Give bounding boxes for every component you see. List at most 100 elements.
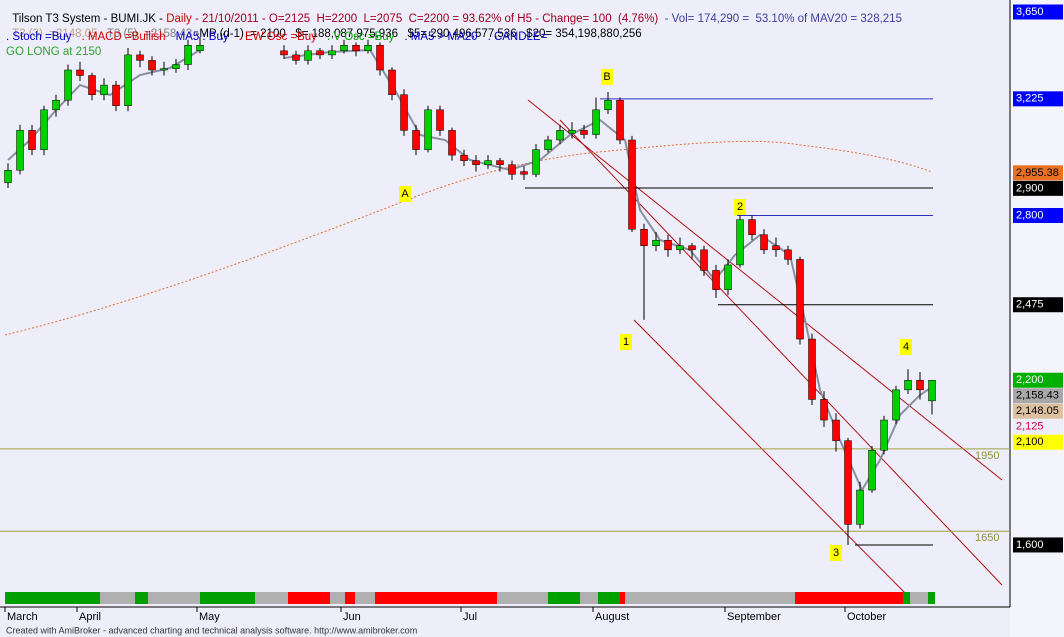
candle-body bbox=[880, 419, 888, 451]
x-tick-label: August bbox=[595, 611, 629, 623]
price-label: 2,148.05 bbox=[1016, 405, 1059, 417]
candle-body bbox=[496, 160, 504, 165]
candle-body bbox=[736, 219, 744, 266]
signal: MA5 : Buy bbox=[175, 31, 229, 43]
price-label-box bbox=[1013, 537, 1063, 553]
x-tick-label: Jul bbox=[463, 611, 477, 623]
price-label: 2,900 bbox=[1016, 182, 1044, 194]
candle-body bbox=[52, 99, 60, 111]
wave-label: B bbox=[603, 71, 610, 83]
candle-body bbox=[400, 94, 408, 131]
candle-body bbox=[928, 379, 936, 402]
x-tick-label: October bbox=[847, 611, 886, 623]
candle-body bbox=[808, 338, 816, 400]
signal: . MA5 > MA20 bbox=[404, 31, 478, 43]
candle-body bbox=[148, 60, 156, 71]
candle-body bbox=[292, 54, 300, 61]
candle-body bbox=[820, 399, 828, 421]
candle-body bbox=[580, 130, 588, 135]
candle-body bbox=[760, 234, 768, 251]
candle-body bbox=[304, 50, 312, 61]
channel-line bbox=[633, 319, 913, 601]
candle-body bbox=[544, 139, 552, 150]
candle-body bbox=[904, 379, 912, 391]
wave-label: 4 bbox=[903, 341, 909, 353]
wave-box bbox=[900, 339, 912, 355]
t3-3: T3 (3) =2148.05 bbox=[12, 28, 98, 40]
candle-body bbox=[64, 69, 72, 101]
wave-box bbox=[830, 545, 842, 561]
candle-body bbox=[328, 50, 336, 56]
candle-body bbox=[832, 419, 840, 441]
candle-body bbox=[652, 239, 660, 246]
candle-body bbox=[640, 228, 648, 246]
candle-body bbox=[316, 50, 324, 56]
candle-body bbox=[916, 379, 924, 391]
price-label: 2,158.43 bbox=[1016, 390, 1059, 402]
signal-strip bbox=[5, 592, 935, 604]
candle-body bbox=[184, 45, 192, 65]
price-label: 3,225 bbox=[1016, 93, 1044, 105]
wave-box bbox=[620, 334, 632, 350]
channel-line bbox=[527, 99, 1003, 481]
candle-body bbox=[484, 160, 492, 165]
candle-body bbox=[460, 154, 468, 161]
candle-body bbox=[352, 45, 360, 52]
wave-box bbox=[399, 186, 411, 202]
wave-label: 3 bbox=[833, 547, 839, 559]
candle-body bbox=[724, 264, 732, 290]
candle-body bbox=[4, 169, 12, 183]
candle-body bbox=[712, 270, 720, 290]
candle-body bbox=[508, 164, 516, 175]
candle-body bbox=[700, 249, 708, 271]
candle-body bbox=[868, 449, 876, 491]
price-label-box bbox=[1013, 403, 1063, 419]
candle-body bbox=[112, 84, 120, 106]
signal: . V Osc =Buy bbox=[326, 31, 395, 43]
price-label-box bbox=[1013, 165, 1063, 181]
candle-body bbox=[784, 249, 792, 260]
candle-body bbox=[16, 130, 24, 171]
candle-body bbox=[364, 45, 372, 52]
candle-body bbox=[136, 54, 144, 61]
signal: . Stoch =Buy bbox=[6, 31, 72, 43]
advice: GO LONG at 2150 bbox=[6, 46, 102, 58]
signal: . CANDLE= bbox=[487, 31, 548, 43]
quote: - 21/10/2011 - O=2125 H=2200 L=2075 C=22… bbox=[191, 13, 659, 25]
price-label-box bbox=[1013, 297, 1063, 313]
price-label: 2,800 bbox=[1016, 209, 1044, 221]
candle-body bbox=[844, 440, 852, 525]
candle-body bbox=[376, 45, 384, 71]
candle-body bbox=[532, 149, 540, 175]
candle-body bbox=[892, 389, 900, 421]
candle-body bbox=[40, 109, 48, 150]
candle-body bbox=[616, 99, 624, 141]
x-tick-label: Jun bbox=[343, 611, 361, 623]
signals: . Stoch =Buy . MACD =Bullish MA5 : Buy . EW… bbox=[6, 31, 557, 43]
price-label-box bbox=[1013, 180, 1063, 196]
candle-body bbox=[280, 50, 288, 56]
candle-body bbox=[436, 109, 444, 131]
candle-body bbox=[388, 69, 396, 95]
plot-area bbox=[0, 0, 1010, 607]
turnover: $= 188,087,975,936 $5= 290,496,577,536 $… bbox=[295, 28, 642, 40]
wave-box bbox=[734, 199, 746, 215]
price-label: 2,955.38 bbox=[1016, 167, 1059, 179]
x-tick-label: April bbox=[79, 611, 101, 623]
x-tick-label: September bbox=[727, 611, 781, 623]
x-tick-label: March bbox=[7, 611, 38, 623]
header-line: T3 (3) =2148.05 T3 (5) =2158.43 -MP (d-1… bbox=[6, 16, 642, 40]
candle-body bbox=[424, 109, 432, 150]
price-label-box bbox=[1013, 91, 1063, 107]
candle-body bbox=[172, 64, 180, 69]
price-label: 2,125 bbox=[1016, 421, 1044, 433]
candle-body bbox=[340, 45, 348, 52]
candle-body bbox=[604, 99, 612, 111]
price-label: 2,475 bbox=[1016, 299, 1044, 311]
candle-body bbox=[28, 130, 36, 150]
period: Daily bbox=[166, 13, 192, 25]
price-label-box bbox=[1013, 419, 1063, 435]
volume: - Vol= 174,290 = 53.10% of MAV20 = 328,2… bbox=[658, 13, 902, 25]
wave-label: 1 bbox=[623, 336, 629, 348]
